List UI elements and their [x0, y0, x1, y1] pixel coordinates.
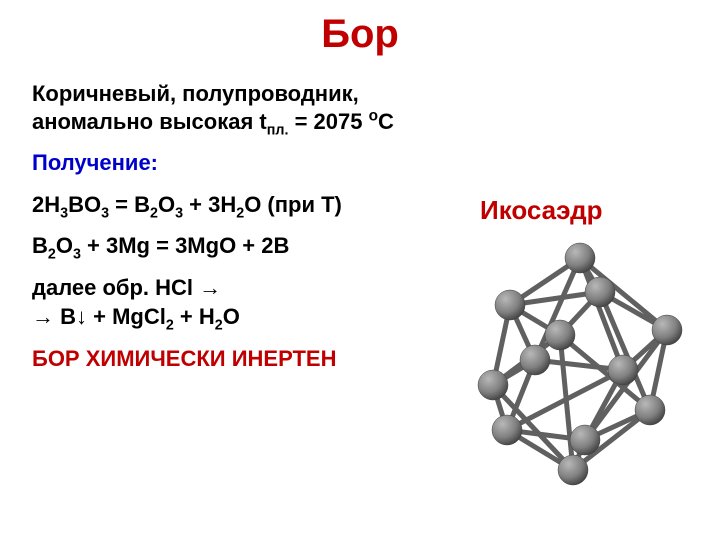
equation-3b: → B↓ + MgCl2 + H2O: [32, 303, 462, 331]
section-label: Получение:: [32, 149, 462, 177]
desc-deg: о: [369, 107, 378, 124]
icosahedron-label: Икосаэдр: [480, 195, 603, 226]
description-line: Коричневый, полупроводник, аномально выс…: [32, 80, 462, 135]
desc-sub: пл.: [267, 122, 289, 138]
slide: Бор Коричневый, полупроводник, аномально…: [0, 0, 720, 540]
body-text: Коричневый, полупроводник, аномально выс…: [32, 80, 462, 386]
desc-unit: С: [378, 109, 394, 134]
desc-post: = 2075: [288, 109, 368, 134]
footer-line: БОР ХИМИЧЕСКИ ИНЕРТЕН: [32, 345, 462, 373]
equation-2: B2O3 + 3Mg = 3MgO + 2B: [32, 232, 462, 260]
equation-1: 2H3BO3 = B2O3 + 3H2O (при Т): [32, 191, 462, 219]
page-title: Бор: [0, 12, 720, 57]
equation-3: далее обр. HCl →: [32, 274, 462, 302]
icosahedron-diagram: [455, 230, 705, 490]
